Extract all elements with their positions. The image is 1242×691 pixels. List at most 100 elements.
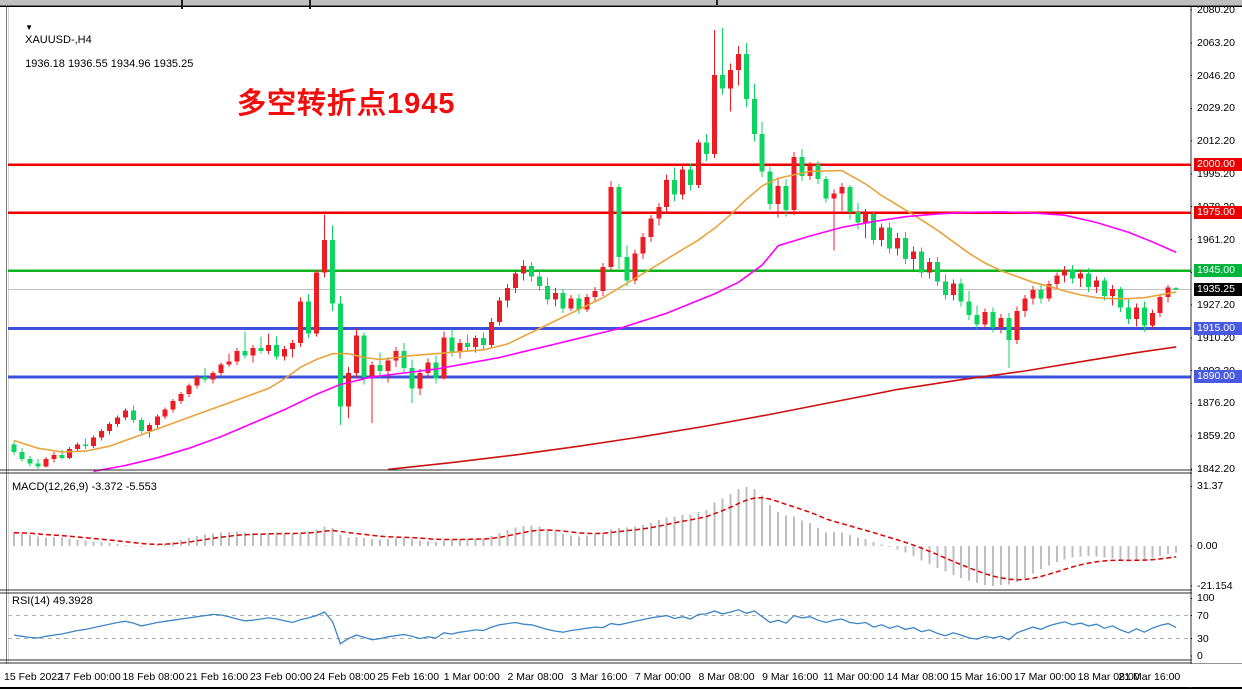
time-axis-label: 17 Mar 00:00 [1014,671,1076,683]
candle-body [1038,290,1044,299]
candle-body [274,344,280,357]
time-axis[interactable] [0,664,1242,687]
time-axis-label: 25 Feb 16:00 [377,671,440,683]
candle-body [656,207,662,219]
candle-body [1109,289,1115,296]
candle-body [19,452,25,459]
candle-body [290,343,296,349]
time-axis-label: 15 Mar 16:00 [950,671,1013,683]
candle-body [298,301,304,344]
time-axis-label: 21 Feb 16:00 [186,671,249,683]
candle-body [345,372,351,407]
candle-body [887,227,893,249]
candle-body [711,74,717,155]
candle-body [696,142,702,185]
candle-body [107,424,113,431]
candle-body [1094,280,1100,288]
candle-body [934,262,940,282]
candle-body [903,237,909,260]
price-axis-tick-label: 2080.20 [1197,4,1235,16]
candle-body [688,169,694,185]
toolbar-separator-mark [309,0,311,9]
price-axis-badge: 1945.00 [1194,264,1242,278]
candle-body [680,169,686,195]
candle-body [831,193,837,199]
candle-body [966,301,972,316]
price-axis-tick-label: 1859.20 [1197,430,1235,443]
price-axis-badge: 1890.00 [1194,370,1242,384]
price-axis-tick-label: 1910.20 [1197,331,1235,344]
candle-body [401,350,407,369]
candle-body [958,283,964,302]
chart-annotation-text[interactable]: 多空转折点1945 [237,88,456,120]
time-axis-label: 14 Mar 08:00 [886,671,949,683]
candle-body [329,239,335,304]
candle-body [27,458,33,464]
candle-body [59,454,65,458]
candle-body [417,372,423,389]
time-axis-label: 23 Feb 00:00 [249,671,312,683]
candle-body [266,344,272,351]
candle-body [282,348,288,357]
candle-body [1173,287,1179,290]
candle-body [767,171,773,205]
price-axis-tick-label: 1961.20 [1197,233,1235,246]
price-axis-tick-label: 1995.20 [1197,167,1235,180]
candle-body [847,186,853,212]
candle-body [918,251,924,273]
chart-frame-left [6,7,7,688]
price-axis-badge: 1935.25 [1194,283,1242,297]
candle-body [560,292,566,309]
candle-body [895,237,901,249]
price-axis-tick-label: 1927.20 [1197,299,1235,312]
candle-body [337,303,343,407]
candle-body [465,343,471,347]
candle-body [425,362,431,373]
candle-body [11,444,17,453]
time-axis-label: 24 Feb 08:00 [313,671,376,683]
candle-body [974,315,980,325]
candle-body [146,425,152,431]
candle-body [35,463,41,467]
candle-body [751,99,757,134]
candle-body [258,347,264,351]
candle-body [353,335,359,373]
time-axis-label: 9 Mar 16:00 [762,671,819,683]
candle-body [369,365,375,377]
price-axis-tick-label: 1842.20 [1197,463,1235,475]
candle-body [791,156,797,210]
candle-body [433,362,439,379]
candle-body [242,350,248,356]
candle-body [863,213,869,223]
time-axis-label: 18 Mar 08:00 [1077,671,1140,683]
time-axis-label: 1 Mar 00:00 [443,671,500,683]
ma-fast-line [13,169,1177,453]
rsi-axis-tick-label: 0 [1197,649,1203,662]
chart-frame-top [0,6,1242,7]
time-axis-label: 18 Feb 08:00 [122,671,185,683]
candle-body [91,437,97,447]
candle-body [194,376,200,386]
candle-body [489,321,495,345]
candle-body [83,444,89,447]
window-top-border [0,0,1242,9]
candle-body [600,266,606,291]
candle-body [186,385,192,395]
candle-body [202,376,208,380]
candle-body [823,179,829,199]
candle-body [528,265,534,277]
macd-axis-tick-label: 0.00 [1197,540,1218,552]
candle-body [481,338,487,345]
candle-body [950,283,956,295]
candle-body [1125,307,1131,319]
candle-body [855,211,861,223]
candle-body [942,281,948,295]
symbol-dropdown-icon[interactable]: ▼ [25,23,34,32]
candle-body [672,180,678,195]
candle-body [576,298,582,310]
rsi-axis-tick-label: 100 [1197,592,1215,605]
rsi-axis-tick-label: 70 [1197,609,1209,622]
macd-axis-tick-label: 31.37 [1197,480,1224,493]
candle-body [640,236,646,254]
